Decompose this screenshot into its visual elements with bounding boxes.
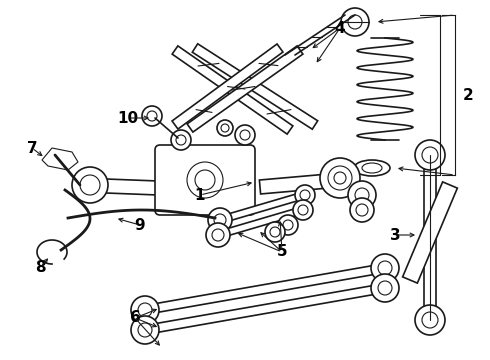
- Circle shape: [131, 296, 159, 324]
- Polygon shape: [187, 46, 303, 132]
- Polygon shape: [192, 44, 318, 129]
- Text: 2: 2: [463, 87, 473, 103]
- Circle shape: [171, 130, 191, 150]
- Polygon shape: [172, 44, 283, 129]
- Circle shape: [235, 125, 255, 145]
- Circle shape: [265, 222, 285, 242]
- Text: 10: 10: [118, 111, 139, 126]
- Text: 3: 3: [390, 228, 400, 243]
- Circle shape: [217, 120, 233, 136]
- FancyBboxPatch shape: [155, 145, 255, 215]
- Polygon shape: [219, 192, 306, 223]
- Circle shape: [293, 200, 313, 220]
- Circle shape: [72, 167, 108, 203]
- Text: 8: 8: [35, 261, 45, 275]
- Text: 7: 7: [26, 140, 37, 156]
- Circle shape: [142, 106, 162, 126]
- Circle shape: [371, 254, 399, 282]
- Circle shape: [350, 198, 374, 222]
- Polygon shape: [403, 182, 457, 283]
- Text: 1: 1: [195, 188, 205, 202]
- Polygon shape: [80, 178, 210, 197]
- Polygon shape: [144, 284, 386, 334]
- Circle shape: [278, 215, 298, 235]
- Text: 5: 5: [277, 244, 287, 260]
- Circle shape: [341, 8, 369, 36]
- Circle shape: [131, 316, 159, 344]
- Circle shape: [371, 274, 399, 302]
- Circle shape: [206, 223, 230, 247]
- Polygon shape: [217, 207, 304, 238]
- Circle shape: [348, 181, 376, 209]
- Circle shape: [415, 140, 445, 170]
- Polygon shape: [172, 46, 293, 134]
- Polygon shape: [424, 155, 436, 320]
- Circle shape: [208, 208, 232, 232]
- Polygon shape: [259, 173, 341, 194]
- Circle shape: [415, 305, 445, 335]
- Text: 6: 6: [130, 310, 140, 325]
- Polygon shape: [42, 148, 78, 170]
- Text: 4: 4: [335, 21, 345, 36]
- Polygon shape: [144, 264, 386, 314]
- Ellipse shape: [354, 160, 390, 176]
- Circle shape: [320, 158, 360, 198]
- Text: 9: 9: [135, 217, 146, 233]
- Circle shape: [295, 185, 315, 205]
